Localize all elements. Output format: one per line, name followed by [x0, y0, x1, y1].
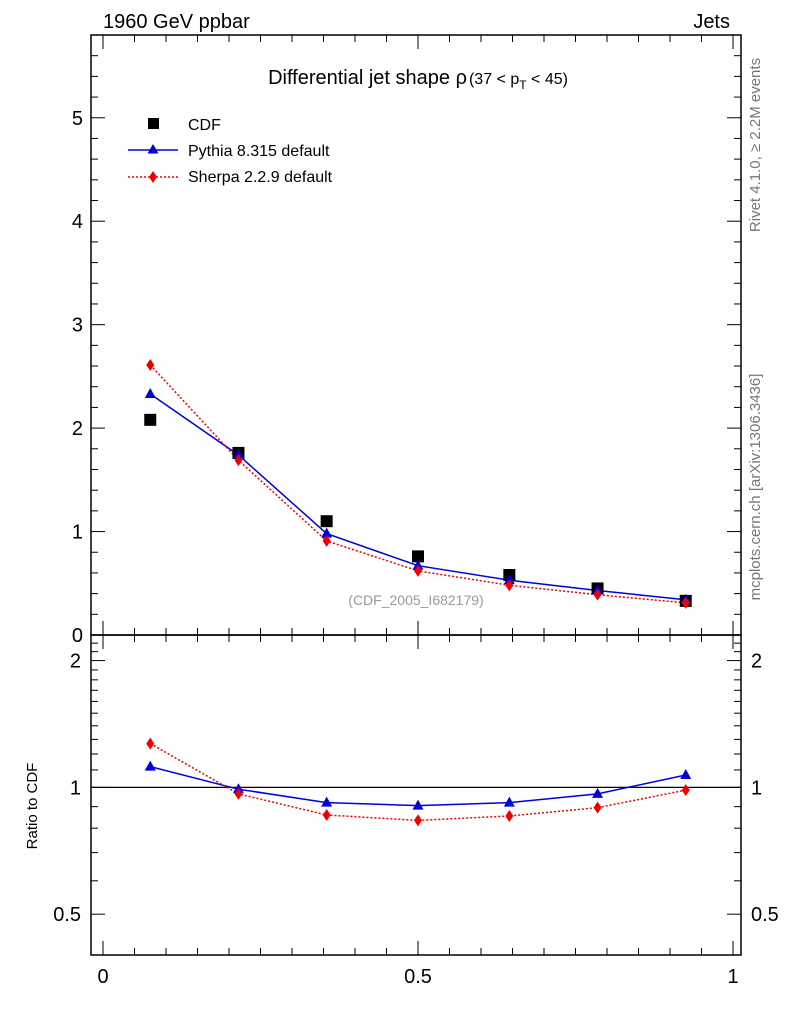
plot-title-subscript: T [519, 78, 527, 92]
x-tick-label: 0.5 [404, 966, 432, 988]
legend-label-sherpa: Sherpa 2.2.9 default [188, 169, 333, 186]
main-y-tick-label: 5 [72, 108, 83, 130]
main-point-cdf [412, 550, 424, 563]
x-tick-label: 0 [97, 966, 108, 988]
main-point-sherpa [146, 359, 155, 371]
ratio-point-sherpa [146, 737, 155, 750]
ratio-y-tick-labels: 0.5 0.5 1 1 2 2 [53, 651, 779, 927]
main-series-layer [144, 359, 692, 609]
plot-title-range-end: < 45) [527, 71, 568, 88]
legend-marker-pythia [147, 144, 159, 154]
legend-label-pythia: Pythia 8.315 default [188, 143, 330, 160]
main-point-sherpa [505, 579, 514, 592]
main-point-pythia [144, 387, 156, 398]
ratio-point-sherpa [322, 808, 331, 821]
ratio-y-tick-label-right: 2 [751, 651, 762, 673]
legend: CDF Pythia 8.315 default Sherpa 2.2.9 de… [128, 117, 333, 186]
plot-title: Differential jet shape ρ (37 < pT < 45) [268, 67, 568, 92]
ratio-y-tick-label-right: 1 [751, 777, 762, 799]
main-point-cdf [144, 413, 157, 426]
ratio-point-sherpa [414, 814, 422, 827]
main-point-sherpa [593, 588, 602, 601]
main-y-tick-label: 0 [72, 625, 83, 647]
main-point-pythia [412, 559, 424, 570]
ratio-point-pythia [144, 760, 156, 771]
main-y-tick-label: 1 [72, 522, 83, 544]
main-plot-panel: 0 1 2 3 4 5 Differential jet shape ρ (37 < pT … [72, 34, 742, 647]
main-y-tick-label: 2 [72, 418, 83, 440]
legend-marker-cdf [148, 118, 159, 129]
main-point-sherpa [234, 454, 243, 467]
header-right: Jets [693, 11, 730, 33]
main-point-pythia [503, 574, 515, 585]
main-point-sherpa [414, 564, 422, 577]
main-point-sherpa [681, 596, 690, 609]
ratio-point-sherpa [681, 784, 690, 797]
main-axis-ticks [91, 34, 741, 636]
ratio-y-axis-label: Ratio to CDF [24, 763, 41, 850]
ratio-plot-frame [90, 634, 742, 956]
main-point-pythia [232, 449, 244, 459]
analysis-id-label: (CDF_2005_I682179) [348, 592, 483, 608]
x-tick-label: 1 [727, 966, 738, 988]
ratio-point-pythia [592, 787, 604, 798]
ratio-point-pythia [503, 796, 515, 807]
header-left: 1960 GeV ppbar [103, 11, 250, 33]
ratio-point-sherpa [593, 801, 602, 814]
main-point-sherpa [322, 534, 331, 547]
ratio-y-tick-label-left: 1 [70, 777, 81, 799]
ratio-y-tick-label-right: 0.5 [751, 904, 779, 926]
main-point-cdf [320, 515, 333, 528]
ratio-point-sherpa [505, 810, 514, 823]
ratio-point-pythia [412, 799, 424, 810]
main-y-tick-labels: 0 1 2 3 4 5 [72, 108, 83, 647]
legend-marker-sherpa [149, 171, 157, 183]
plot-title-range: (37 < p [469, 71, 519, 88]
ratio-axis-ticks [91, 635, 741, 956]
ratio-point-pythia [321, 796, 333, 807]
main-y-tick-label: 3 [72, 315, 83, 337]
x-tick-labels: 0 0.5 1 [97, 966, 738, 988]
ratio-point-pythia [680, 768, 692, 779]
ratio-y-tick-label-left: 2 [70, 651, 81, 673]
ratio-series-layer [144, 737, 692, 827]
plot-title-main: Differential jet shape ρ [268, 67, 467, 89]
mcplots-label: mcplots.cern.ch [arXiv:1306.3436] [747, 374, 764, 601]
main-y-tick-label: 4 [72, 211, 83, 233]
ratio-point-sherpa [234, 787, 243, 800]
legend-label-cdf: CDF [188, 117, 221, 134]
ratio-plot-panel: 0.5 0.51 12 2 0 0.5 1 Ratio to CDF [24, 634, 779, 988]
ratio-y-tick-label-left: 0.5 [53, 904, 81, 926]
rivet-version-label: Rivet 4.1.0, ≥ 2.2M events [747, 58, 764, 232]
main-point-pythia [321, 527, 333, 538]
